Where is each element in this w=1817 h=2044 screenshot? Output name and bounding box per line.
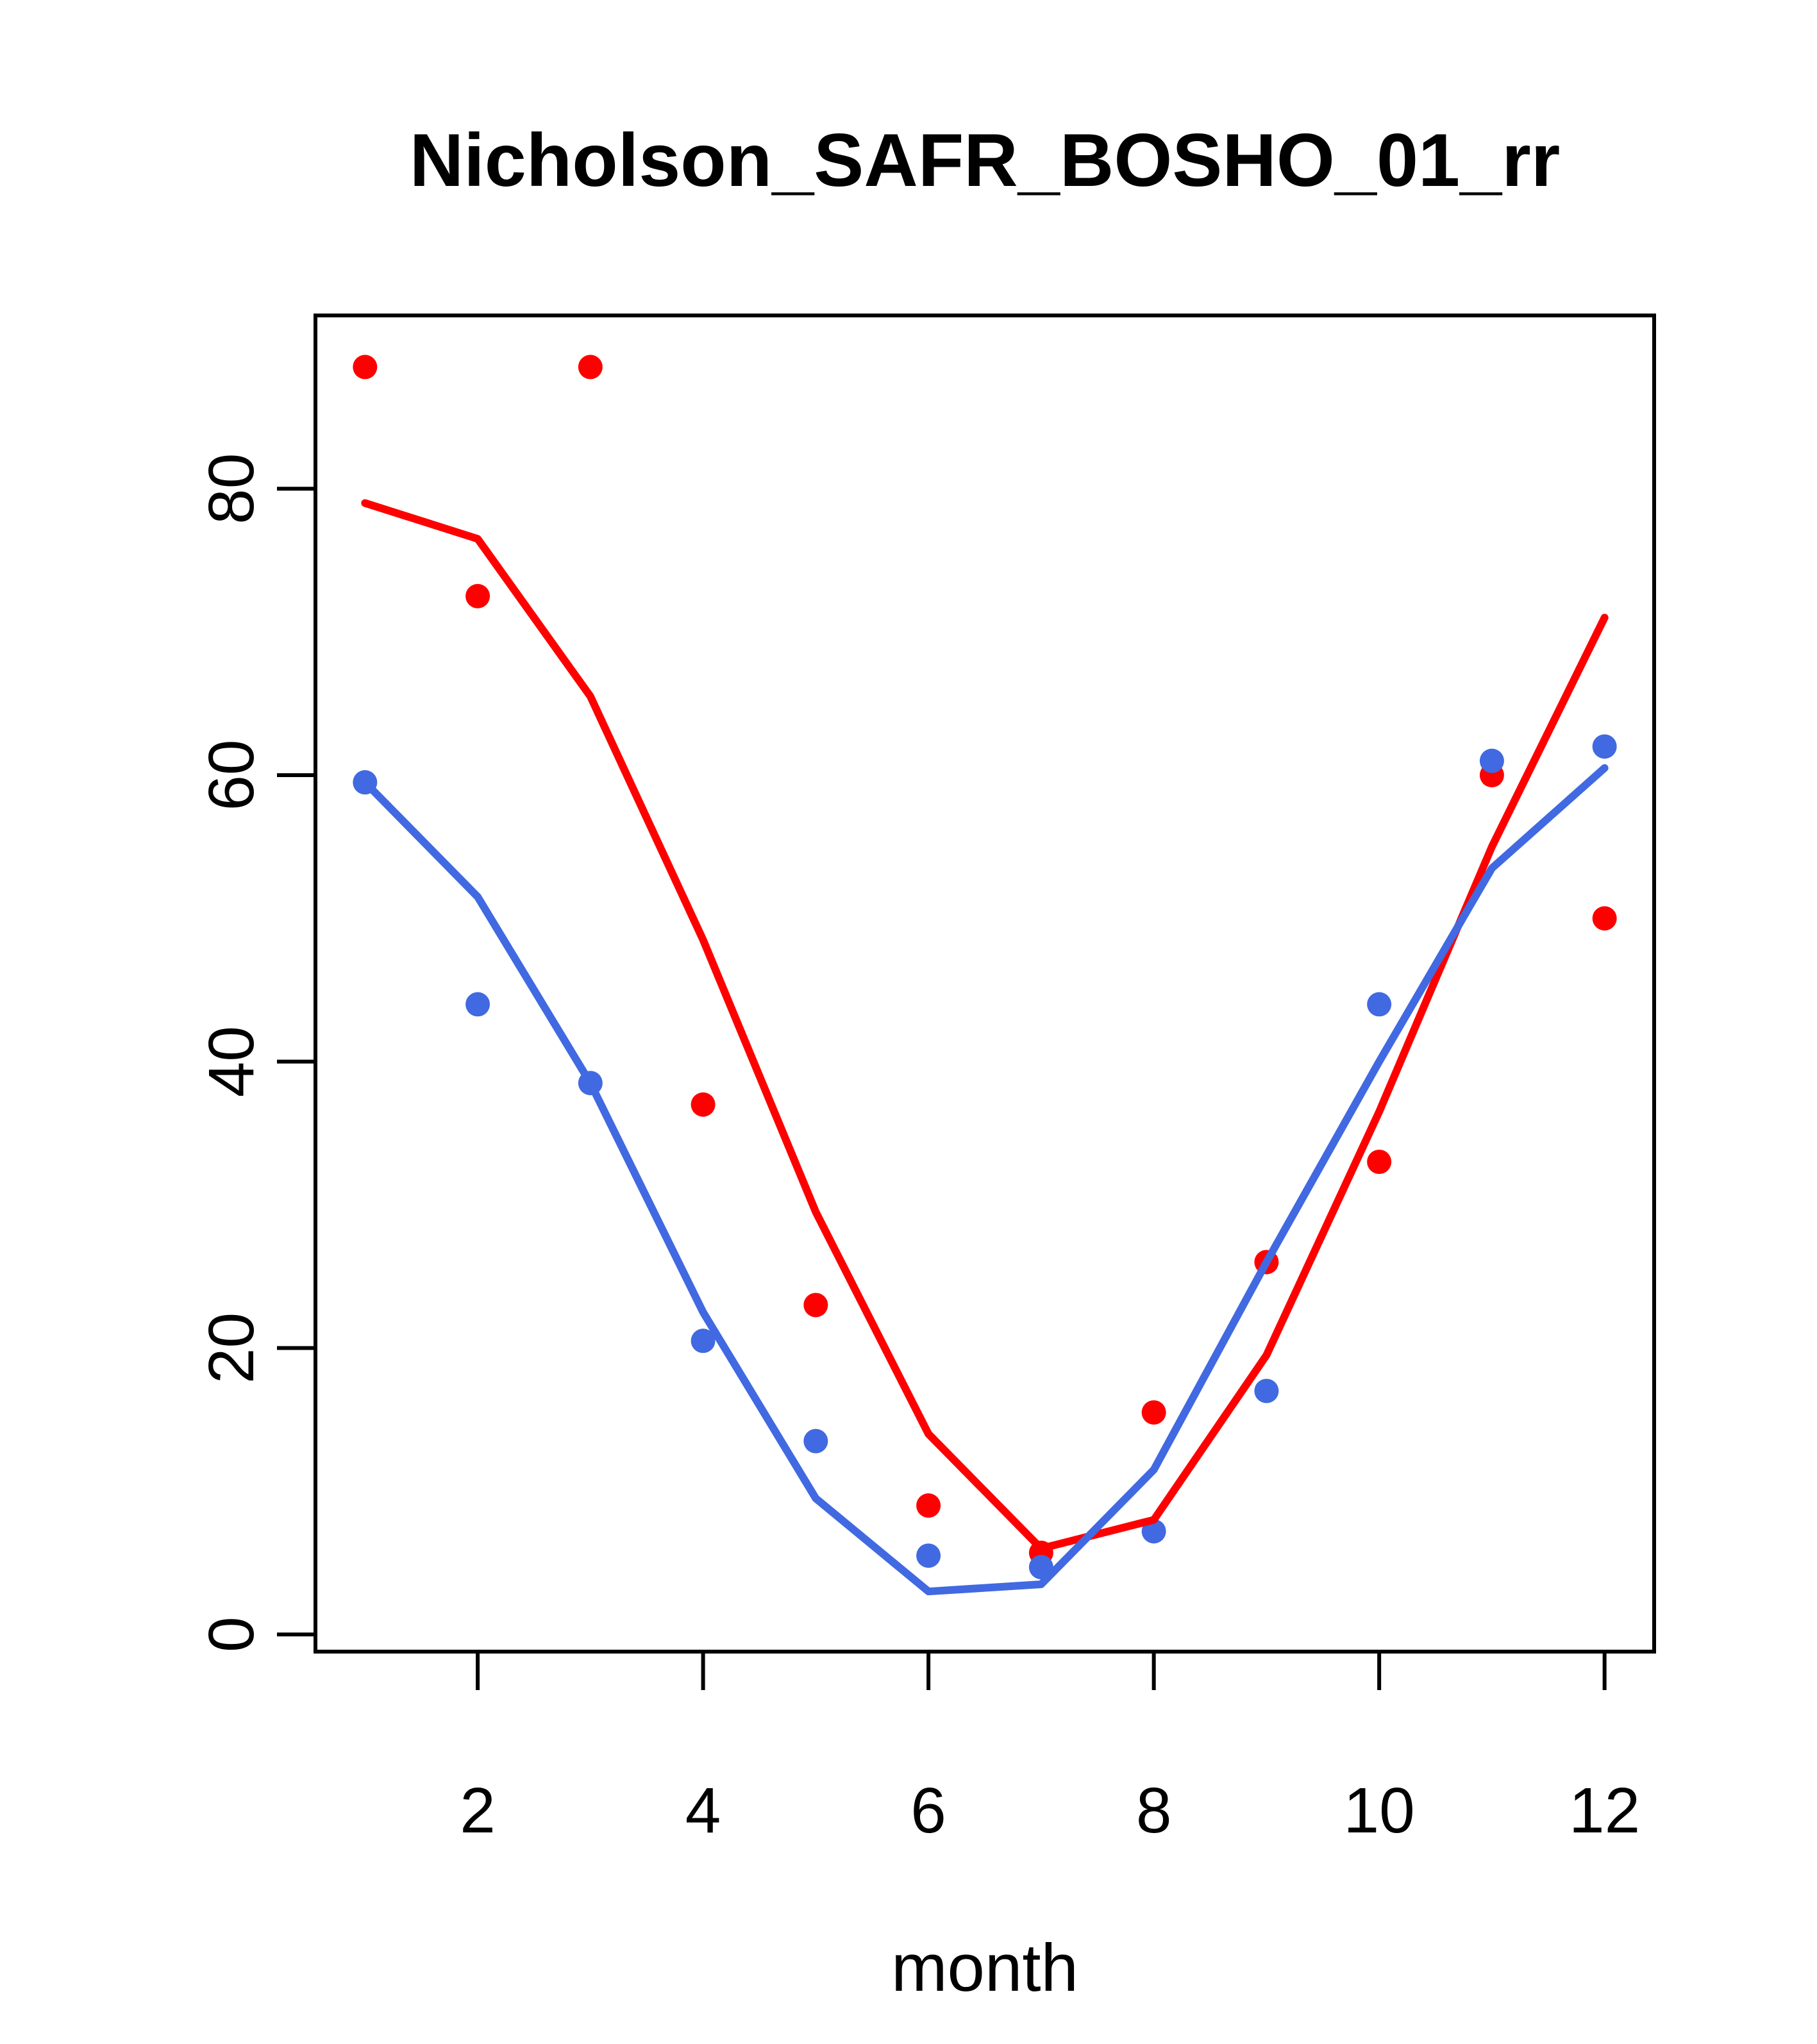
x-tick-label-2: 2 [460, 1775, 496, 1847]
x-tick-label-8: 8 [1136, 1775, 1172, 1847]
red-points-pt-m3 [578, 355, 603, 380]
red-points-pt-m10 [1367, 1150, 1392, 1175]
x-tick-label-12: 12 [1569, 1775, 1640, 1847]
red-points-pt-m6 [916, 1493, 941, 1518]
blue-points [353, 734, 1617, 1580]
y-tick-label-60: 60 [196, 739, 267, 810]
y-tick-label-20: 20 [196, 1312, 267, 1384]
red-points-pt-m2 [465, 583, 490, 608]
blue-points-pt-m6 [916, 1543, 941, 1568]
axes-layer: 2 4 6 8 10 12 0 20 40 60 80 [196, 314, 1656, 1847]
chart-title: Nicholson_SAFR_BOSHO_01_rr [410, 118, 1561, 202]
series-layer [353, 355, 1617, 1596]
x-tick-label-6: 6 [910, 1775, 946, 1847]
red-points-pt-m1 [353, 355, 378, 380]
blue-points-pt-m12 [1592, 734, 1617, 759]
blue-points-pt-m2 [465, 992, 490, 1017]
x-axis-label: month [891, 1931, 1078, 2006]
plot-box [314, 314, 1656, 1654]
x-axis: 2 4 6 8 10 12 [460, 1652, 1640, 1847]
red-points-pt-m8 [1141, 1400, 1166, 1425]
red-points-pt-m5 [803, 1293, 828, 1318]
red-points-pt-m12 [1592, 906, 1617, 931]
red-line [361, 499, 1609, 1553]
x-tick-label-10: 10 [1344, 1775, 1415, 1847]
red-points-pt-m4 [691, 1092, 716, 1117]
y-axis: 0 20 40 60 80 [196, 453, 315, 1652]
blue-points-pt-m4 [691, 1328, 716, 1353]
y-tick-label-40: 40 [196, 1026, 267, 1097]
blue-line [361, 764, 1609, 1596]
blue-points-pt-m9 [1254, 1378, 1279, 1403]
red-points [353, 355, 1617, 1565]
x-tick-label-4: 4 [685, 1775, 721, 1847]
blue-points-pt-m11 [1479, 748, 1504, 773]
blue-points-pt-m5 [803, 1428, 828, 1453]
y-tick-label-80: 80 [196, 453, 267, 524]
blue-points-pt-m10 [1367, 992, 1392, 1017]
y-tick-label-0: 0 [196, 1616, 267, 1652]
